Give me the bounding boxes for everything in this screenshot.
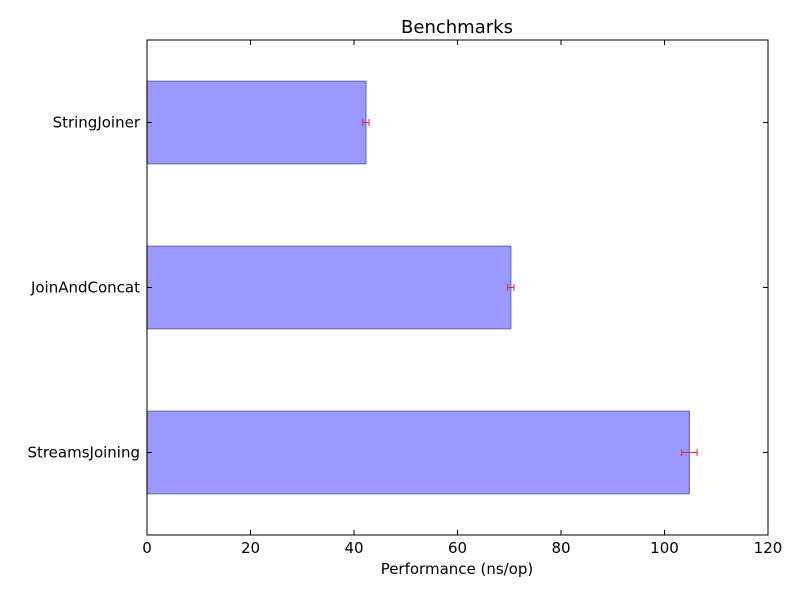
x-tick-label: 40 xyxy=(344,539,363,557)
y-category-label: StreamsJoining xyxy=(27,444,140,462)
y-category-label: JoinAndConcat xyxy=(30,279,140,297)
labels-layer: StringJoiner JoinAndConcat StreamsJoining 0… xyxy=(27,114,782,558)
x-tick-label: 80 xyxy=(551,539,570,557)
chart-title: Benchmarks xyxy=(401,17,513,38)
y-category-label: StringJoiner xyxy=(53,114,141,132)
bars-layer xyxy=(146,80,690,495)
error-bar-StreamsJoining xyxy=(681,449,698,456)
x-axis-label: Performance (ns/op) xyxy=(381,560,534,578)
x-tick-label: 100 xyxy=(650,539,679,557)
error-bar-StringJoiner xyxy=(362,119,370,126)
ticks-layer xyxy=(146,40,769,535)
x-tick-label: 0 xyxy=(142,539,152,557)
bar-StringJoiner xyxy=(146,80,367,165)
bar-StreamsJoining xyxy=(146,410,690,495)
x-tick-label: 60 xyxy=(448,539,467,557)
bar-JoinAndConcat xyxy=(146,245,512,330)
x-tick-label: 120 xyxy=(754,539,783,557)
error-bar-JoinAndConcat xyxy=(507,284,515,291)
x-tick-label: 20 xyxy=(241,539,260,557)
error-bars-layer xyxy=(362,119,698,456)
